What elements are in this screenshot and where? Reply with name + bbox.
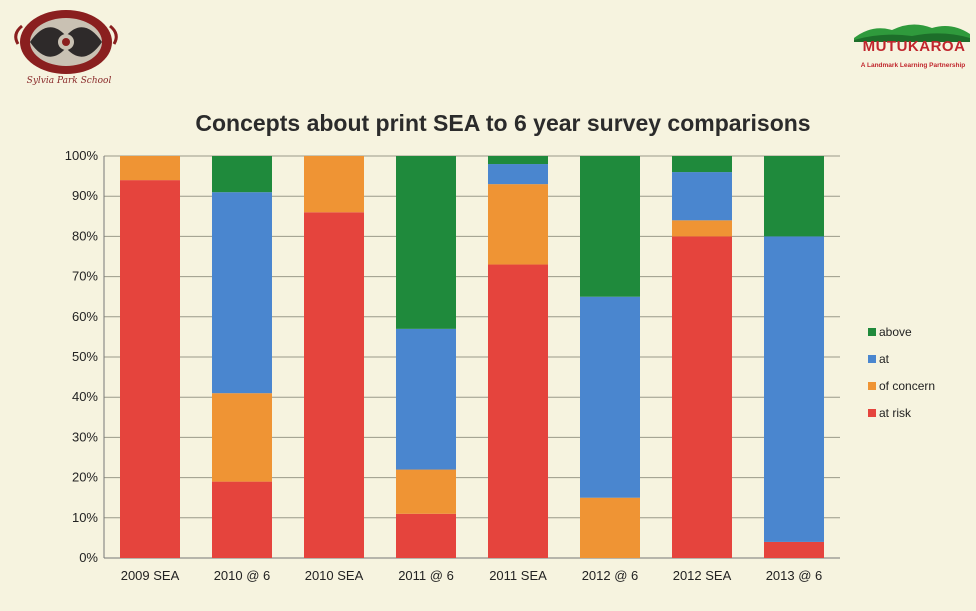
bar-segment-of-concern xyxy=(488,184,548,265)
legend-label: at risk xyxy=(879,405,912,420)
bar-segment-above xyxy=(580,156,640,297)
y-tick-label: 90% xyxy=(72,188,98,203)
bar-segment-above xyxy=(396,156,456,329)
bar-segment-at xyxy=(580,296,640,498)
bar-segment-above xyxy=(488,156,548,165)
y-tick-label: 70% xyxy=(72,269,98,284)
chart-legend: above at of concern at risk xyxy=(868,318,935,426)
y-tick-label: 50% xyxy=(72,349,98,364)
x-tick-label: 2009 SEA xyxy=(121,568,180,583)
bar-segment-of-concern xyxy=(304,156,364,213)
legend-item: at xyxy=(868,345,935,372)
legend-label: at xyxy=(879,351,890,366)
legend-swatch xyxy=(868,327,876,336)
partner-tagline: A Landmark Learning Partnership xyxy=(860,62,966,69)
partner-brand-name: MUTUKAROA xyxy=(862,38,966,55)
x-tick-label: 2011 SEA xyxy=(489,568,547,583)
bar-segment-at-risk xyxy=(672,236,732,558)
bar-segment-at xyxy=(212,192,272,394)
y-tick-label: 30% xyxy=(72,429,98,444)
partner-logo xyxy=(854,24,970,42)
y-tick-label: 60% xyxy=(72,309,98,324)
legend-swatch xyxy=(868,408,876,417)
bar-segment-at xyxy=(396,328,456,470)
bar-segment-above xyxy=(212,156,272,193)
legend-swatch xyxy=(868,381,876,390)
chart-title: Concepts about print SEA to 6 year surve… xyxy=(195,110,811,136)
bar-segment-of-concern xyxy=(580,497,640,558)
bar-segment-at-risk xyxy=(304,212,364,558)
x-tick-label: 2012 SEA xyxy=(673,568,732,583)
bar-segment-at-risk xyxy=(212,481,272,558)
school-logo xyxy=(14,10,118,74)
x-tick-label: 2013 @ 6 xyxy=(766,568,823,583)
y-tick-label: 100% xyxy=(65,148,99,163)
bar-segment-at-risk xyxy=(764,541,824,558)
legend-item: of concern xyxy=(868,372,935,399)
bar-segment-above xyxy=(764,156,824,237)
bar-segment-above xyxy=(672,156,732,173)
bar-segment-at-risk xyxy=(488,264,548,558)
bar-segment-of-concern xyxy=(212,393,272,482)
y-tick-label: 40% xyxy=(72,389,98,404)
legend-item: above xyxy=(868,318,935,345)
bar-segment-of-concern xyxy=(120,156,180,181)
school-logo-caption: Sylvia Park School xyxy=(26,76,112,86)
bar-segment-of-concern xyxy=(672,220,732,237)
x-tick-label: 2010 SEA xyxy=(305,568,364,583)
bar-segment-at xyxy=(488,164,548,185)
bar-segment-of-concern xyxy=(396,469,456,514)
bar-segment-at xyxy=(672,172,732,221)
bar-segment-at-risk xyxy=(120,180,180,558)
legend-label: above xyxy=(879,324,912,339)
y-tick-label: 80% xyxy=(72,228,98,243)
x-tick-label: 2010 @ 6 xyxy=(214,568,271,583)
legend-label: of concern xyxy=(879,378,936,393)
bar-segment-at xyxy=(764,236,824,542)
legend-swatch xyxy=(868,354,876,363)
bar-segment-at-risk xyxy=(396,513,456,558)
y-tick-label: 20% xyxy=(72,470,98,485)
x-tick-label: 2012 @ 6 xyxy=(582,568,639,583)
legend-item: at risk xyxy=(868,399,935,426)
y-tick-label: 0% xyxy=(79,550,98,565)
y-tick-label: 10% xyxy=(72,510,98,525)
x-tick-label: 2011 @ 6 xyxy=(398,568,454,583)
